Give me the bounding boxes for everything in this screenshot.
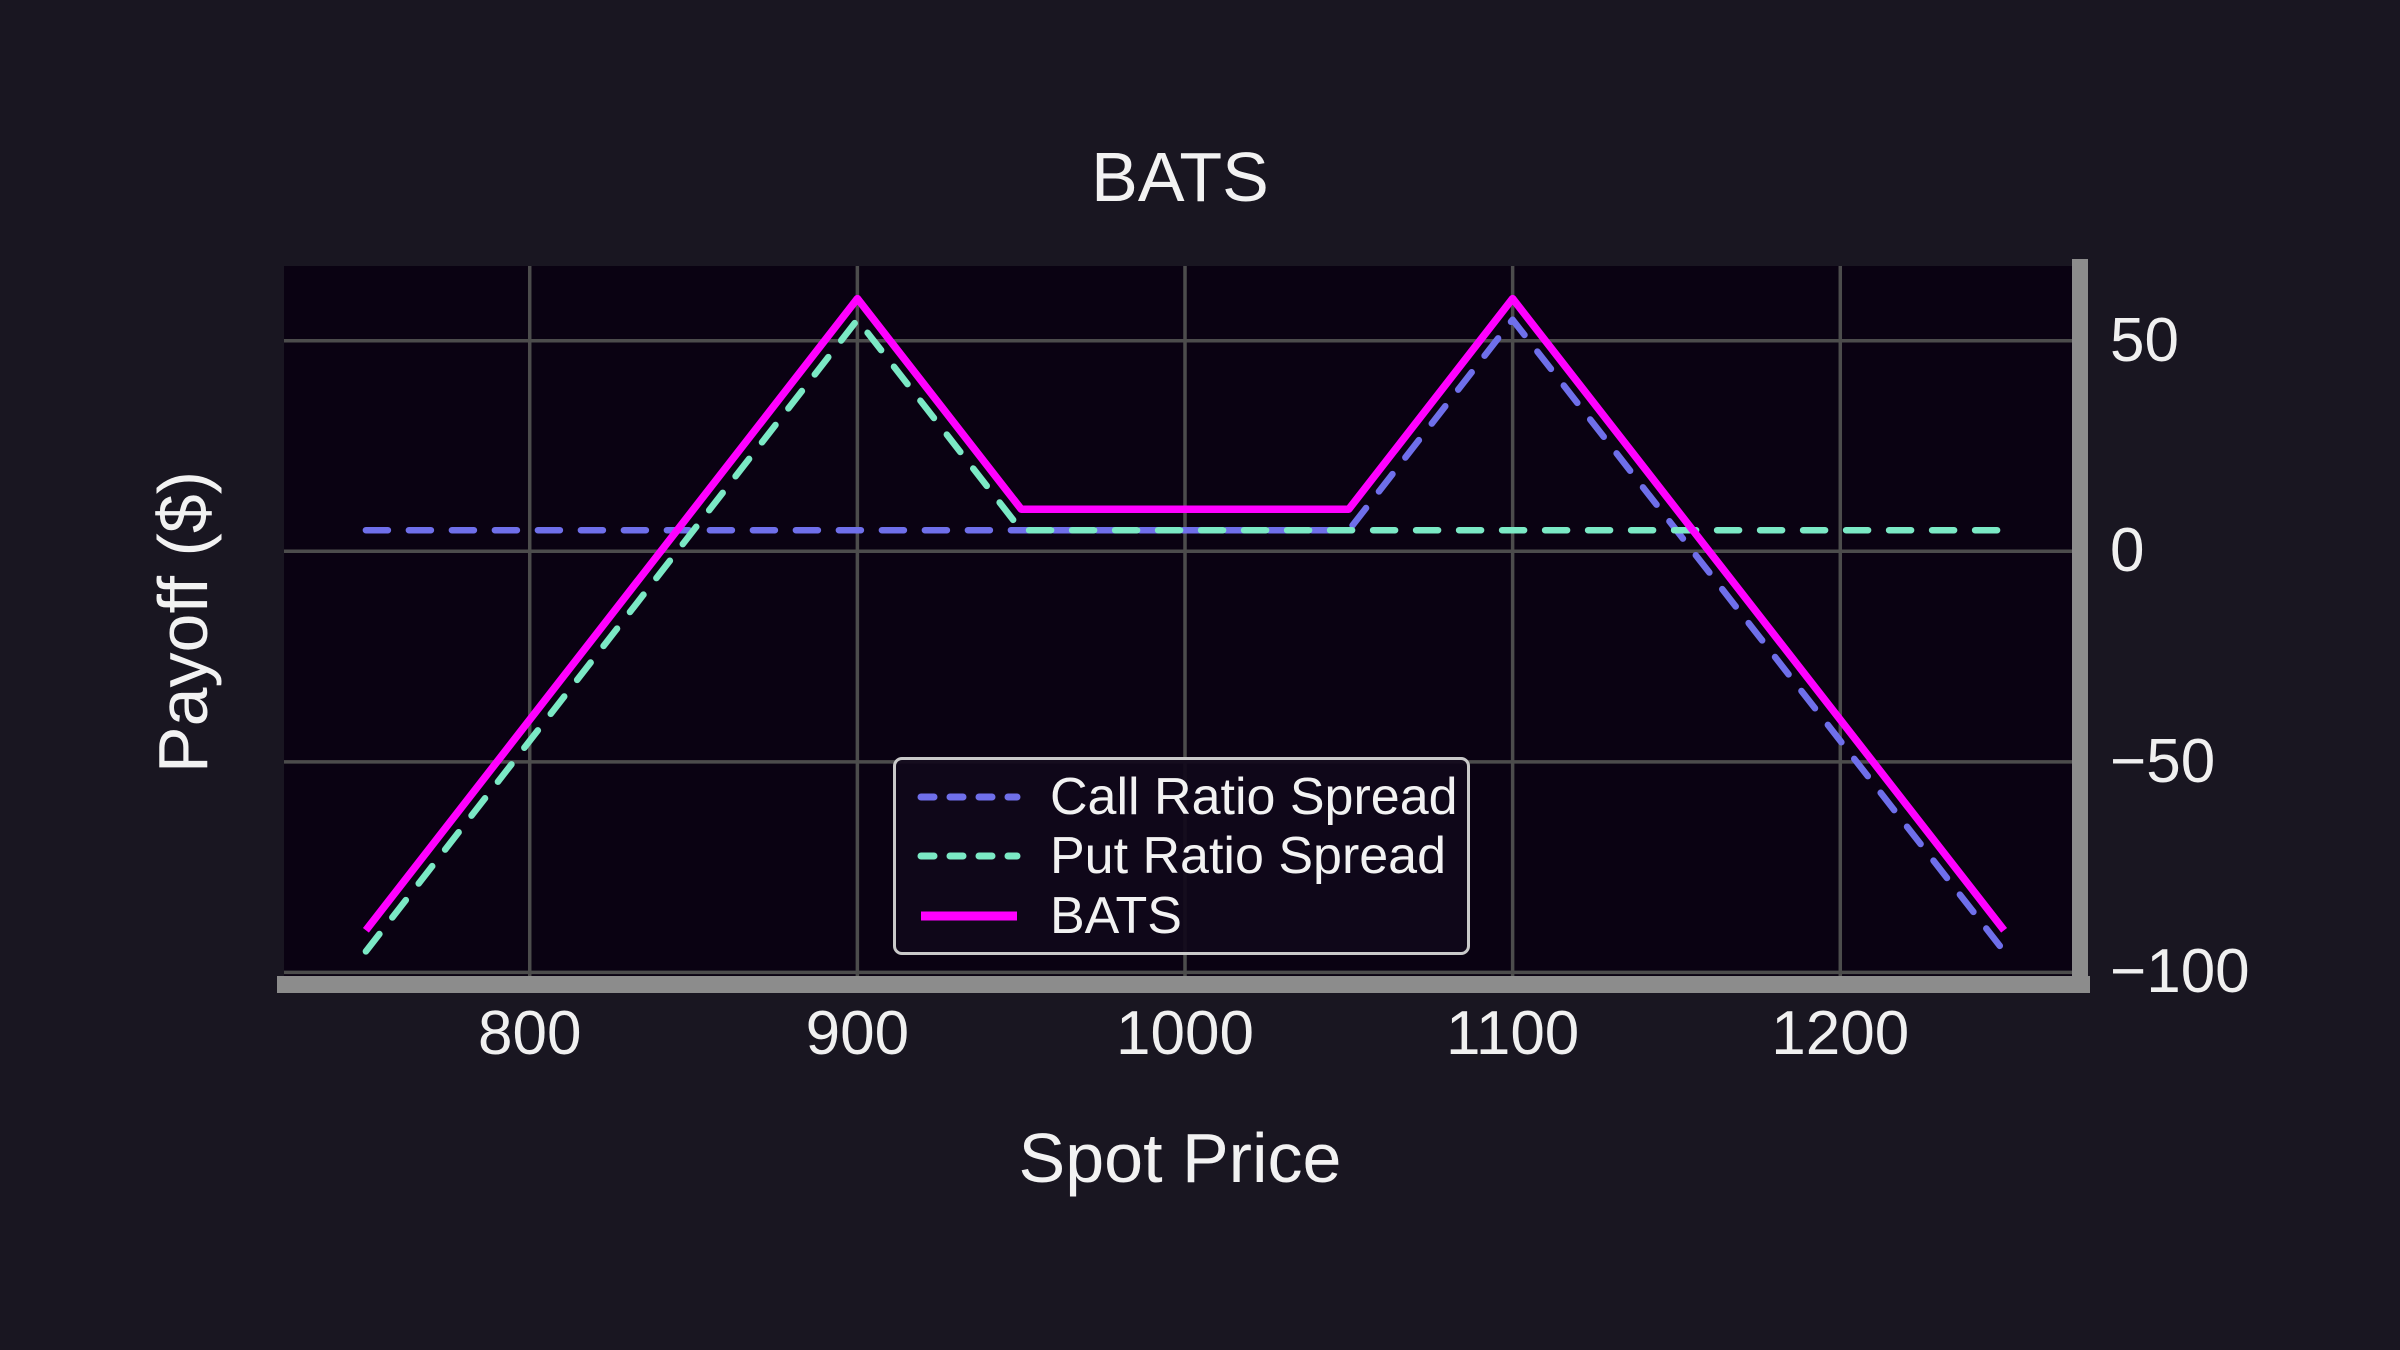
legend-label: Put Ratio Spread	[1050, 827, 1447, 885]
legend-line-sample-put-ratio-spread	[917, 852, 1021, 860]
series-line-call-ratio-spread	[362, 316, 2008, 955]
chart-title: BATS	[1091, 138, 1269, 216]
series-line-bats	[362, 294, 2008, 933]
legend-item-put-ratio-spread: Put Ratio Spread	[916, 827, 1447, 885]
y-tick-label: 50	[2110, 305, 2179, 375]
legend: Call Ratio Spread Put Ratio Spread BATS	[893, 757, 1470, 955]
x-tick-label: 1100	[1445, 999, 1580, 1068]
y-tick-label: 0	[2110, 516, 2145, 586]
y-tick-label: −100	[2110, 937, 2250, 1007]
legend-item-call-ratio-spread: Call Ratio Spread	[916, 768, 1458, 826]
legend-label: BATS	[1050, 886, 1182, 945]
legend-label: Call Ratio Spread	[1050, 767, 1458, 826]
legend-item-bats: BATS	[916, 887, 1447, 945]
plot-svg	[284, 266, 2086, 984]
series-line-put-ratio-spread	[362, 316, 2008, 955]
y-axis-label: Payoff ($)	[144, 470, 222, 774]
bottom-spine	[277, 976, 2090, 993]
x-tick-label: 1200	[1771, 999, 1910, 1068]
x-tick-label: 1000	[1116, 999, 1254, 1068]
right-spine	[2072, 259, 2088, 993]
legend-line-sample-bats	[921, 911, 1017, 920]
x-axis-label: Spot Price	[1018, 1119, 1342, 1197]
x-tick-label: 800	[477, 999, 582, 1068]
y-tick-label: −50	[2110, 726, 2216, 796]
x-tick-label: 900	[805, 999, 910, 1068]
legend-line-sample-call-ratio-spread	[917, 793, 1021, 800]
